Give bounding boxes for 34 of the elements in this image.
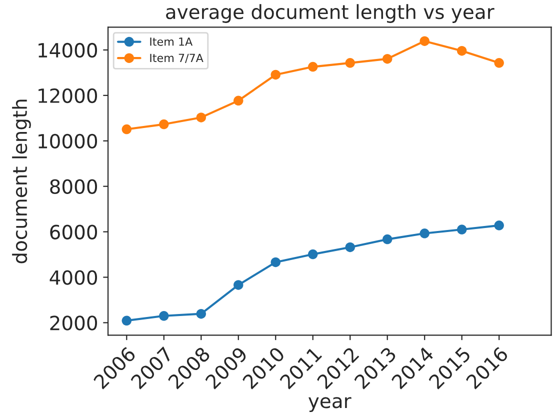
point: [456, 46, 467, 56]
point: [270, 70, 280, 80]
point: [196, 308, 206, 319]
legend-label: Item 7/7A: [150, 54, 204, 64]
x-axis-title: year: [308, 397, 352, 412]
point: [234, 96, 244, 106]
point: [308, 62, 318, 72]
point: [345, 58, 355, 68]
point: [494, 220, 504, 230]
y-tick-label: 2000: [50, 316, 98, 330]
chart-title: average document length vs year: [166, 4, 494, 23]
y-tick-label: 6000: [50, 224, 98, 240]
y-tick-label: 8000: [50, 179, 98, 194]
point: [382, 54, 392, 64]
y-axis-title: document length: [12, 100, 31, 264]
point: [382, 234, 392, 244]
y-tick-label: 14000: [38, 42, 98, 58]
point: [308, 249, 318, 260]
point: [456, 224, 467, 234]
point: [234, 280, 244, 290]
y-tick-label: 12000: [38, 88, 98, 104]
y-tick-label: 10000: [38, 134, 98, 149]
point: [122, 316, 132, 326]
point: [494, 58, 504, 68]
legend-label: Item 1A: [150, 38, 193, 46]
y-tick-label: 4000: [50, 270, 98, 285]
point: [122, 124, 132, 134]
point: [159, 119, 169, 130]
point: [345, 242, 355, 252]
point: [196, 112, 206, 122]
point: [420, 36, 430, 46]
point: [420, 228, 430, 238]
point: [270, 257, 280, 268]
point: [159, 311, 169, 321]
